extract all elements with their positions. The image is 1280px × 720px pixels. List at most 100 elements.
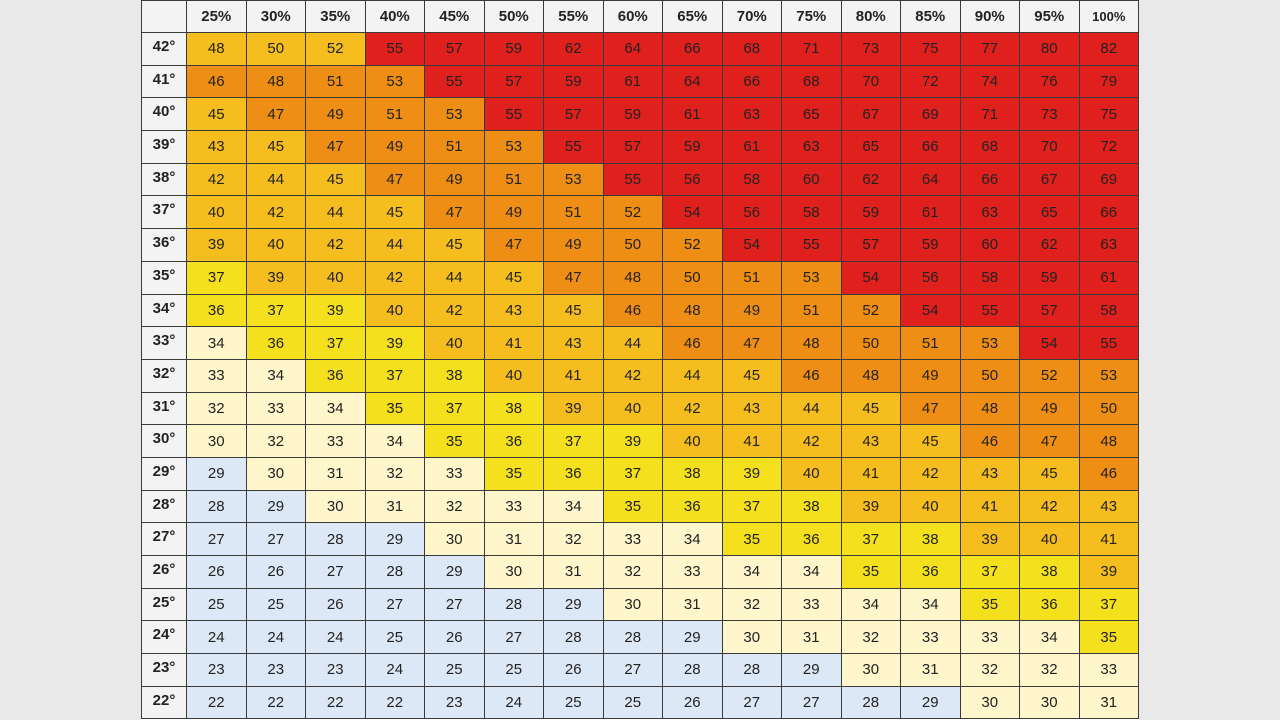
heat-index-cell: 37 [840,522,901,556]
heat-index-cell: 37 [602,456,663,491]
heat-index-cell: 42 [900,456,961,491]
humidity-column-header: 95% [1019,0,1080,33]
heat-index-cell: 39 [840,489,901,524]
heat-index-cell: 39 [721,456,782,491]
temperature-row: 23° 23 23 23 24 25 25 26 27 28 28 29 30 31 32 32 33 [141,653,1139,687]
heat-index-cell: 55 [602,162,663,197]
heat-index-cell: 34 [305,391,366,426]
heat-index-cell: 40 [424,326,485,360]
heat-index-cell: 28 [543,620,604,655]
heat-index-cell: 71 [781,32,842,66]
heat-index-cell: 36 [781,522,842,556]
heat-index-cell: 53 [364,64,425,99]
heat-index-cell: 59 [483,32,544,66]
heat-index-cell: 45 [721,358,782,393]
heat-index-cell: 34 [840,587,901,622]
heat-index-cell: 31 [662,587,723,622]
heat-index-cell: 64 [602,32,663,66]
heat-index-cell: 31 [543,555,604,589]
heat-index-cell: 40 [483,358,544,393]
heat-index-cell: 25 [483,653,544,687]
heat-index-cell: 61 [900,195,961,230]
heat-index-cell: 66 [1078,195,1139,230]
heat-index-cell: 23 [186,653,247,687]
heat-index-cell: 37 [364,358,425,393]
heat-index-cell: 33 [602,522,663,556]
heat-index-cell: 62 [543,32,604,66]
heat-index-cell: 24 [186,620,247,655]
heat-index-cell: 62 [840,162,901,197]
temperature-row-header: 30° [141,424,187,458]
heat-index-cell: 54 [662,195,723,230]
heat-index-cell: 65 [1019,195,1080,230]
temperature-row: 25° 25 25 26 27 27 28 29 30 31 32 33 34 34 35 36 37 [141,587,1139,622]
heat-index-cell: 38 [483,391,544,426]
heat-index-cell: 34 [364,424,425,458]
heat-index-cell: 54 [1019,326,1080,360]
heat-index-cell: 40 [900,489,961,524]
heat-index-cell: 55 [424,64,485,99]
heat-index-cell: 46 [602,293,663,328]
heat-index-cell: 63 [959,195,1020,230]
heat-index-cell: 33 [483,489,544,524]
heat-index-cell: 43 [959,456,1020,491]
humidity-column-header: 55% [543,0,604,33]
heat-index-cell: 43 [840,424,901,458]
heat-index-cell: 66 [959,162,1020,197]
heat-index-cell: 46 [186,64,247,99]
heat-index-cell: 59 [602,97,663,132]
heat-index-cell: 35 [424,424,485,458]
heat-index-cell: 48 [1078,424,1139,458]
heat-index-cell: 34 [900,587,961,622]
heat-index-cell: 33 [1078,653,1139,687]
heat-index-cell: 34 [781,555,842,589]
heat-index-cell: 51 [424,130,485,164]
temperature-row: 30° 30 32 33 34 35 36 37 39 40 41 42 43 45 46 47 48 [141,424,1139,458]
heat-index-cell: 45 [1019,456,1080,491]
heat-index-cell: 31 [900,653,961,687]
heat-index-cell: 61 [662,97,723,132]
heat-index-cell: 36 [900,555,961,589]
heat-index-cell: 44 [364,228,425,262]
heat-index-cell: 49 [1019,391,1080,426]
heat-index-cell: 68 [959,130,1020,164]
heat-index-cell: 37 [959,555,1020,589]
heat-index-cell: 27 [424,587,485,622]
heat-index-cell: 27 [602,653,663,687]
heat-index-cell: 53 [1078,358,1139,393]
heat-index-cell: 32 [959,653,1020,687]
temperature-row: 22° 22 22 22 22 23 24 25 25 26 27 27 28 29 30 30 31 [141,685,1139,720]
heat-index-cell: 22 [364,685,425,720]
heat-index-cell: 26 [543,653,604,687]
heat-index-cell: 68 [781,64,842,99]
heat-index-cell: 52 [840,293,901,328]
heat-index-cell: 40 [245,228,306,262]
temperature-row: 41° 46 48 51 53 55 57 59 61 64 66 68 70 72 74 76 79 [141,64,1139,99]
heat-index-cell: 39 [245,260,306,295]
heat-index-cell: 26 [305,587,366,622]
heat-index-cell: 53 [959,326,1020,360]
heat-index-cell: 49 [305,97,366,132]
heat-index-cell: 47 [543,260,604,295]
heat-index-cell: 56 [662,162,723,197]
heat-index-cell: 46 [959,424,1020,458]
heat-index-cell: 41 [840,456,901,491]
heat-index-table: 25% 30% 35% 40% 45% 50% 55% 60% 65% 70% 75% 80% 85% 9… [141,0,1139,720]
heat-index-cell: 42 [1019,489,1080,524]
heat-index-cell: 47 [721,326,782,360]
heat-index-cell: 44 [602,326,663,360]
humidity-column-header: 70% [721,0,782,33]
heat-index-cell: 36 [305,358,366,393]
heat-index-cell: 27 [483,620,544,655]
heat-index-cell: 41 [483,326,544,360]
heat-index-cell: 50 [959,358,1020,393]
heat-index-cell: 28 [840,685,901,720]
heat-index-cell: 56 [721,195,782,230]
temperature-row-header: 26° [141,555,187,589]
heat-index-cell: 31 [781,620,842,655]
heat-index-cell: 47 [245,97,306,132]
heat-index-cell: 35 [364,391,425,426]
heat-index-cell: 40 [781,456,842,491]
heat-index-cell: 42 [245,195,306,230]
heat-index-cell: 33 [186,358,247,393]
